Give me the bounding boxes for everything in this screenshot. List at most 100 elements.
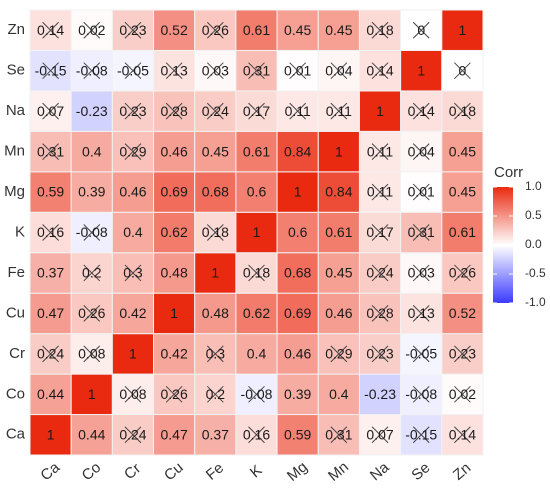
cell-label: 0.6 xyxy=(247,184,267,200)
cell xyxy=(317,211,360,254)
cross xyxy=(454,102,471,120)
cell-label: 0.08 xyxy=(119,386,146,402)
cross xyxy=(124,62,142,80)
y-tick-label: K xyxy=(15,223,25,240)
cell-label: 0.17 xyxy=(366,224,393,240)
cross xyxy=(206,224,224,241)
cell xyxy=(153,333,196,375)
cell xyxy=(276,333,319,375)
cell-label: 0.23 xyxy=(366,346,393,362)
cross xyxy=(42,21,59,39)
cell xyxy=(194,130,237,173)
cell-label: 0.03 xyxy=(202,62,229,78)
cell-label: 0 xyxy=(459,62,467,78)
cell xyxy=(29,292,72,335)
cell xyxy=(70,414,113,456)
cross xyxy=(454,345,471,363)
cell-label: 0.59 xyxy=(37,184,64,200)
cell-label: 0.45 xyxy=(202,143,229,159)
cell xyxy=(276,211,319,254)
y-tick-label: Mg xyxy=(4,183,25,200)
cross xyxy=(42,143,59,160)
cell-label: -0.08 xyxy=(405,386,437,402)
cell-label: 0.61 xyxy=(449,224,476,240)
cell-label: 1 xyxy=(88,386,96,402)
cross xyxy=(371,21,389,39)
cell-label: 0.13 xyxy=(161,62,188,78)
y-tick-label: Cu xyxy=(6,304,25,321)
cross xyxy=(165,385,183,403)
cell xyxy=(153,252,196,294)
cross xyxy=(83,264,101,282)
cell-label: 0.23 xyxy=(119,103,146,119)
cell-label: 0.07 xyxy=(366,426,393,442)
cell-label: 1 xyxy=(459,22,467,38)
cell-label: 0.46 xyxy=(284,346,311,362)
cell xyxy=(194,171,237,213)
cell xyxy=(235,171,278,213)
cell xyxy=(235,333,278,375)
cell-label: 0.45 xyxy=(449,143,476,159)
cell xyxy=(358,333,402,375)
cross xyxy=(42,102,59,120)
cell-label: 0.14 xyxy=(449,426,476,442)
x-tick-label: Cr xyxy=(121,460,144,483)
cell-label: 1 xyxy=(294,184,302,200)
colorbar-tick-label: 0.5 xyxy=(525,208,542,222)
cell xyxy=(276,130,319,173)
cell-label: 1 xyxy=(129,346,137,362)
cell xyxy=(317,171,360,213)
cell-label: 0.29 xyxy=(119,143,146,159)
colorbar-tick-label: 1.0 xyxy=(525,179,542,193)
cell-label: -0.15 xyxy=(35,62,67,78)
colorbar-tick-label: 0.0 xyxy=(525,237,542,251)
cell xyxy=(441,130,484,173)
cross xyxy=(206,102,224,120)
cell-label: 0.28 xyxy=(161,103,188,119)
cell-label: 0.26 xyxy=(202,22,229,38)
cell xyxy=(70,171,113,213)
x-tick-label: K xyxy=(247,462,266,481)
cell xyxy=(358,171,402,213)
cell-label: 0.01 xyxy=(284,62,311,78)
cell-label: 0.62 xyxy=(243,305,270,321)
cell-label: -0.08 xyxy=(241,386,273,402)
cross xyxy=(330,102,348,120)
cell-label: 0.45 xyxy=(325,265,352,281)
cell-label: 0.31 xyxy=(243,62,270,78)
cell-label: 0.84 xyxy=(284,143,311,159)
cell-label: 0.23 xyxy=(449,346,476,362)
cell-label: 0.04 xyxy=(408,143,435,159)
cell-label: 0.17 xyxy=(243,103,270,119)
x-tick-label: Mg xyxy=(284,458,311,484)
cell xyxy=(235,130,278,173)
cross xyxy=(412,426,430,444)
cell-label: 0.48 xyxy=(161,265,188,281)
cell-label: 1 xyxy=(376,103,384,119)
cell-label: 0 xyxy=(417,22,425,38)
y-tick-label: Fe xyxy=(7,264,25,281)
cell-label: 1 xyxy=(253,224,261,240)
cell xyxy=(70,373,113,416)
cell xyxy=(153,130,196,173)
cell-label: 0.46 xyxy=(325,305,352,321)
cell xyxy=(29,9,72,51)
cell-label: 0.4 xyxy=(82,143,102,159)
cell-label: 0.39 xyxy=(284,386,311,402)
cross xyxy=(248,62,265,80)
cell-label: 0.84 xyxy=(325,184,352,200)
cell-label: 0.23 xyxy=(119,22,146,38)
cross xyxy=(83,62,101,80)
cross xyxy=(371,183,389,201)
cross xyxy=(412,264,430,282)
cross xyxy=(124,264,142,282)
cell-label: -0.05 xyxy=(405,346,437,362)
cross xyxy=(248,426,265,444)
cell-label: 0.26 xyxy=(78,305,105,321)
cell-label: -0.23 xyxy=(364,386,396,402)
cell-label: 0.62 xyxy=(161,224,188,240)
cell-label: 0.37 xyxy=(37,265,64,281)
cell-label: 0.24 xyxy=(202,103,229,119)
cell-label: 0.08 xyxy=(78,346,105,362)
cell-label: 0.16 xyxy=(37,224,64,240)
